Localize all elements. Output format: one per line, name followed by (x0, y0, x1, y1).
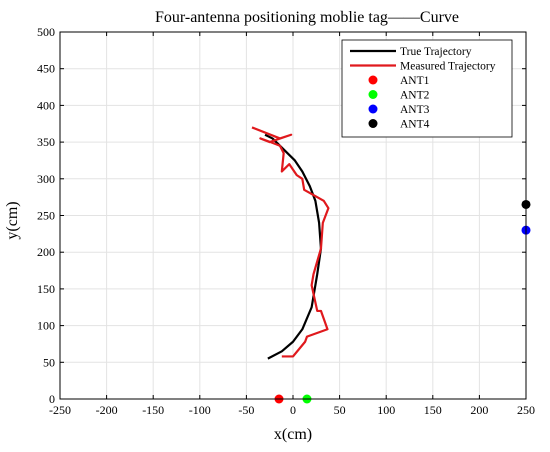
y-tick-label: 350 (37, 135, 55, 149)
y-tick-label: 400 (37, 98, 55, 112)
y-tick-label: 500 (37, 25, 55, 39)
series-layer (251, 126, 330, 360)
x-tick-label: 0 (290, 403, 296, 417)
measured-trajectory-legend-label: Measured Trajectory (400, 61, 496, 73)
x-tick-label: 250 (517, 403, 535, 417)
ant1-legend-label: ANT1 (400, 75, 430, 87)
ant2-legend-marker (368, 90, 378, 99)
x-tick-label: -150 (142, 403, 164, 417)
true-trajectory-legend-label: True Trajectory (400, 46, 472, 58)
y-tick-label: 450 (37, 62, 55, 76)
y-tick-label: 250 (37, 209, 55, 223)
true-trajectory-line (264, 133, 323, 360)
x-tick-label: 200 (470, 403, 488, 417)
x-tick-label: 100 (377, 403, 395, 417)
y-tick-label: 0 (49, 392, 55, 406)
ant3-legend-label: ANT3 (400, 104, 430, 116)
y-tick-label: 50 (43, 355, 55, 369)
x-tick-label: -50 (238, 403, 254, 417)
y-tick-label: 300 (37, 172, 55, 186)
x-tick-label: 50 (334, 403, 346, 417)
y-tick-label: 200 (37, 245, 55, 259)
ant4-legend-label: ANT4 (400, 119, 430, 131)
legend: True Trajectory Measured Trajectory ANT1 AN… (341, 39, 513, 138)
ant2-legend-label: ANT2 (400, 90, 430, 102)
ant3-legend-marker (368, 104, 378, 114)
x-tick-label: -200 (96, 403, 118, 417)
x-tick-label: -250 (49, 403, 71, 417)
y-tick-label: 100 (37, 319, 55, 333)
ant1-legend-marker (368, 75, 378, 85)
x-axis-label: x(cm) (274, 426, 312, 443)
y-tick-label: 150 (37, 282, 55, 296)
x-tick-label: 150 (424, 403, 442, 417)
measured-trajectory-line (251, 126, 330, 358)
y-axis-label: y(cm) (4, 201, 21, 239)
chart-title: Four-antenna positioning moblie tag——Cur… (155, 9, 459, 26)
ticks: -250 -200 -150 -100 -50 0 50 100 150 200 250 0 50 100… (37, 25, 535, 417)
ant4-legend-marker (368, 119, 378, 128)
x-tick-label: -100 (189, 403, 211, 417)
